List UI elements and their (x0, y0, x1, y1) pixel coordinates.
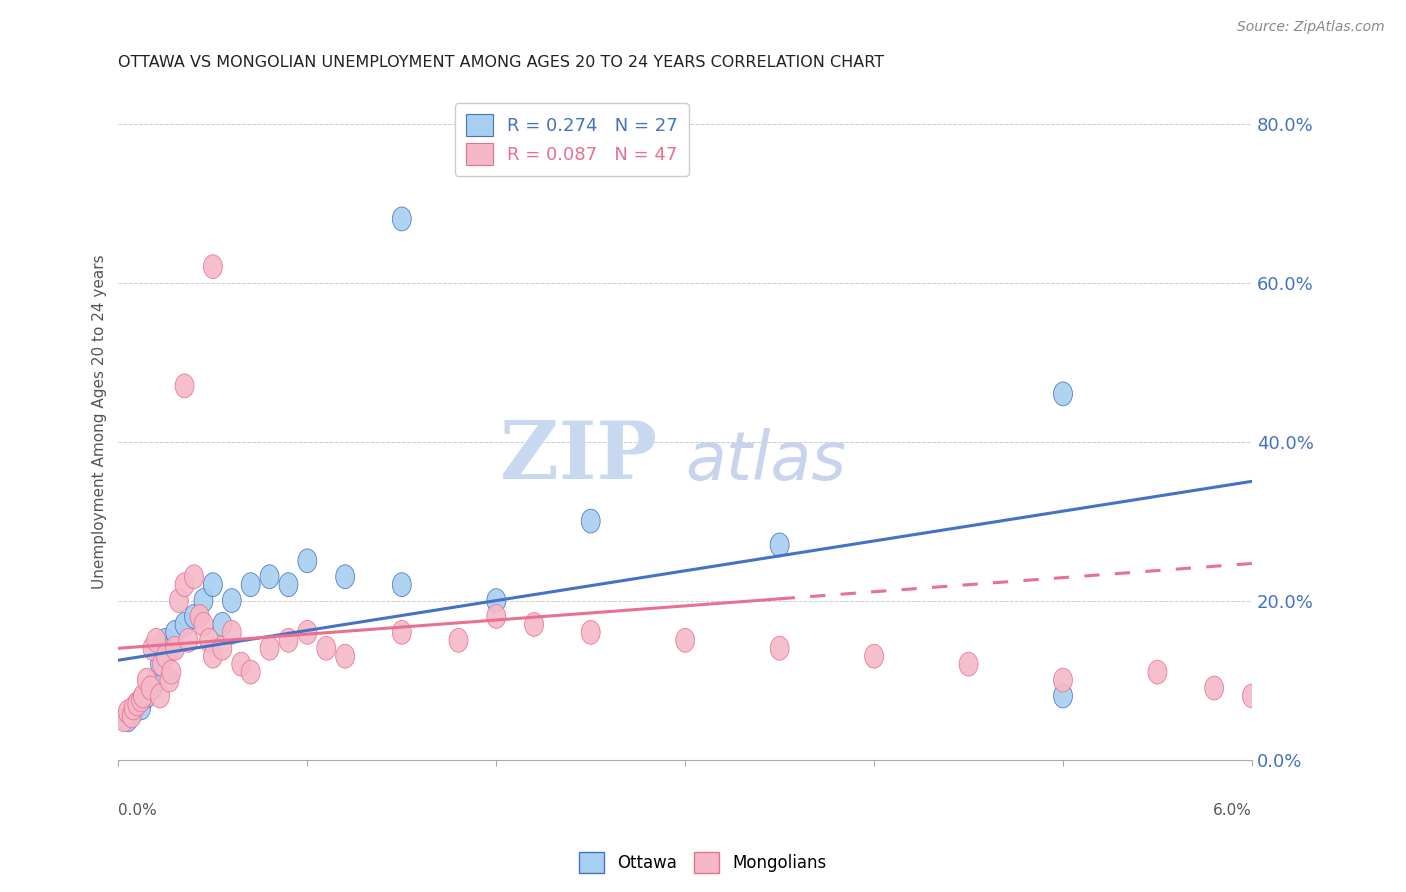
Ellipse shape (115, 708, 134, 731)
Ellipse shape (392, 621, 412, 644)
Ellipse shape (134, 684, 152, 708)
Ellipse shape (118, 708, 138, 731)
Ellipse shape (1243, 684, 1261, 708)
Ellipse shape (486, 589, 506, 613)
Ellipse shape (150, 652, 170, 676)
Ellipse shape (132, 696, 150, 720)
Ellipse shape (336, 565, 354, 589)
Ellipse shape (146, 628, 166, 652)
Ellipse shape (392, 207, 412, 231)
Text: Source: ZipAtlas.com: Source: ZipAtlas.com (1237, 20, 1385, 34)
Ellipse shape (200, 628, 218, 652)
Ellipse shape (166, 636, 184, 660)
Ellipse shape (278, 573, 298, 597)
Ellipse shape (166, 621, 184, 644)
Ellipse shape (959, 652, 979, 676)
Text: OTTAWA VS MONGOLIAN UNEMPLOYMENT AMONG AGES 20 TO 24 YEARS CORRELATION CHART: OTTAWA VS MONGOLIAN UNEMPLOYMENT AMONG A… (118, 55, 884, 70)
Ellipse shape (162, 636, 181, 660)
Ellipse shape (138, 684, 156, 708)
Ellipse shape (190, 605, 209, 628)
Legend: Ottawa, Mongolians: Ottawa, Mongolians (572, 846, 834, 880)
Ellipse shape (124, 700, 143, 723)
Ellipse shape (143, 636, 162, 660)
Ellipse shape (770, 533, 789, 557)
Legend: R = 0.274   N = 27, R = 0.087   N = 47: R = 0.274 N = 27, R = 0.087 N = 47 (456, 103, 689, 176)
Text: 0.0%: 0.0% (118, 804, 157, 818)
Ellipse shape (204, 255, 222, 278)
Ellipse shape (232, 652, 250, 676)
Ellipse shape (194, 613, 212, 636)
Text: atlas: atlas (685, 428, 846, 494)
Ellipse shape (770, 636, 789, 660)
Ellipse shape (204, 573, 222, 597)
Ellipse shape (278, 628, 298, 652)
Ellipse shape (260, 565, 278, 589)
Ellipse shape (194, 589, 212, 613)
Ellipse shape (336, 644, 354, 668)
Ellipse shape (222, 589, 242, 613)
Ellipse shape (184, 605, 204, 628)
Ellipse shape (449, 628, 468, 652)
Ellipse shape (156, 628, 176, 652)
Ellipse shape (1053, 382, 1073, 406)
Ellipse shape (179, 628, 198, 652)
Ellipse shape (156, 644, 176, 668)
Ellipse shape (162, 660, 181, 684)
Ellipse shape (143, 676, 162, 700)
Ellipse shape (138, 668, 156, 692)
Ellipse shape (524, 613, 544, 636)
Ellipse shape (242, 573, 260, 597)
Ellipse shape (124, 696, 143, 720)
Ellipse shape (1053, 668, 1073, 692)
Text: ZIP: ZIP (501, 418, 657, 497)
Ellipse shape (132, 688, 150, 712)
Ellipse shape (1053, 684, 1073, 708)
Ellipse shape (316, 636, 336, 660)
Ellipse shape (146, 668, 166, 692)
Ellipse shape (176, 613, 194, 636)
Ellipse shape (150, 684, 170, 708)
Ellipse shape (392, 573, 412, 597)
Ellipse shape (118, 700, 138, 723)
Ellipse shape (128, 692, 146, 716)
Y-axis label: Unemployment Among Ages 20 to 24 years: Unemployment Among Ages 20 to 24 years (93, 254, 107, 589)
Ellipse shape (176, 374, 194, 398)
Ellipse shape (1205, 676, 1223, 700)
Ellipse shape (122, 704, 141, 728)
Ellipse shape (581, 509, 600, 533)
Ellipse shape (865, 644, 883, 668)
Ellipse shape (141, 676, 160, 700)
Ellipse shape (222, 621, 242, 644)
Ellipse shape (212, 636, 232, 660)
Ellipse shape (212, 613, 232, 636)
Ellipse shape (1149, 660, 1167, 684)
Ellipse shape (581, 621, 600, 644)
Ellipse shape (204, 644, 222, 668)
Ellipse shape (298, 549, 316, 573)
Ellipse shape (128, 692, 146, 716)
Text: 6.0%: 6.0% (1213, 804, 1251, 818)
Ellipse shape (260, 636, 278, 660)
Ellipse shape (170, 589, 188, 613)
Ellipse shape (152, 652, 172, 676)
Ellipse shape (242, 660, 260, 684)
Ellipse shape (486, 605, 506, 628)
Ellipse shape (160, 668, 179, 692)
Ellipse shape (676, 628, 695, 652)
Ellipse shape (176, 573, 194, 597)
Ellipse shape (298, 621, 316, 644)
Ellipse shape (184, 565, 204, 589)
